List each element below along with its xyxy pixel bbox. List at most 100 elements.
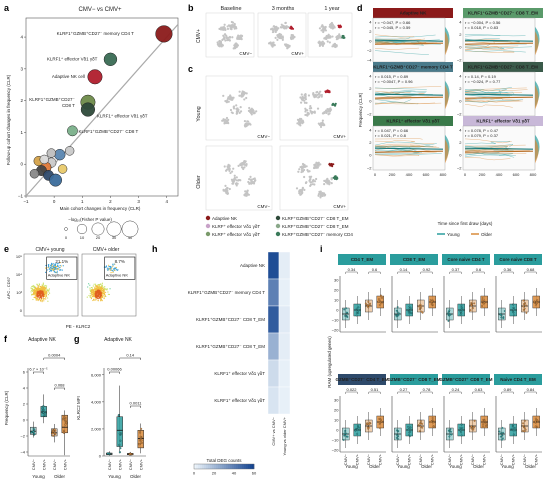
y-tick-label: 4	[20, 35, 23, 40]
y-tick-label: 20	[334, 407, 339, 412]
flow-event	[96, 286, 99, 288]
scatter-point	[57, 164, 68, 174]
point-label: CD8 T	[62, 103, 75, 108]
young-stat: r = 0.047, P = 0.66	[375, 128, 409, 133]
umap-cell	[249, 175, 252, 178]
umap-cell	[316, 163, 319, 166]
flow-event	[108, 268, 110, 270]
box-point	[524, 304, 527, 307]
legend-swatch	[275, 223, 281, 229]
flow-event	[59, 264, 61, 267]
umap-cell	[315, 177, 318, 181]
flow-event	[88, 283, 90, 285]
flow-event	[38, 292, 40, 294]
box-point	[417, 305, 420, 308]
box-point	[429, 299, 432, 301]
panel-b-umaps: b Baseline 3 months 1 year CMV+ CMV− CMV+	[188, 3, 353, 58]
umap-cell	[304, 95, 307, 98]
umap-cell	[314, 94, 318, 97]
group-tick-label: CMV−	[52, 458, 57, 470]
umap-cell	[323, 111, 326, 114]
box-point	[364, 302, 367, 305]
trajectory-x-tick: 200	[479, 172, 486, 177]
trajectory-panel-header	[373, 8, 453, 18]
group-tick-label: CMV+	[511, 453, 516, 465]
ram-panel: Core naive CD8 T 0.36 0.68	[494, 254, 542, 333]
flow-ylabel: APC - CD57	[6, 276, 11, 299]
box-point	[459, 427, 462, 429]
box-point	[503, 310, 506, 312]
umap-cell	[317, 41, 321, 44]
adaptive-nk-gate	[104, 256, 136, 280]
size-legend-value: 10	[80, 235, 85, 240]
umap-cell	[229, 98, 232, 101]
box-point	[523, 303, 525, 306]
donor-trajectory	[464, 94, 511, 97]
umap-cell	[233, 25, 236, 28]
group-tick-label: CMV−	[31, 458, 36, 470]
box-point	[499, 313, 502, 316]
flow-event	[98, 285, 101, 287]
donor-trajectory	[464, 89, 515, 95]
box-point	[140, 439, 143, 442]
flow-event	[104, 286, 106, 288]
flow-event	[114, 268, 116, 270]
box-point	[418, 430, 421, 433]
flow-event	[53, 268, 55, 270]
ram-panel-title: GZMB⁺CD27⁺ CD8 T_EM	[439, 377, 492, 382]
box-point	[499, 435, 502, 438]
umap-cell	[250, 178, 253, 181]
box-point	[54, 432, 57, 435]
trajectory-y-tick: −2	[457, 57, 462, 62]
y-tick-label: 0	[336, 427, 339, 432]
trajectory-y-tick: 4	[459, 19, 462, 24]
y-tick-label: 2	[20, 98, 23, 103]
point-label: Adaptive NK cell	[52, 74, 85, 79]
ram-panel: CD4 T_EM 30 20 10 0 −10 −20 0.34 0.6	[332, 254, 386, 333]
umap-cell	[303, 188, 306, 191]
young-trend-line	[464, 147, 534, 150]
box-point	[380, 420, 383, 423]
flow-event	[37, 296, 39, 299]
box-point	[62, 429, 66, 432]
older-stat: r = −0.045, P = 0.59	[375, 25, 411, 30]
flow-event	[40, 297, 42, 299]
box-point	[472, 426, 475, 429]
flow-y-tick: 10⁴	[16, 272, 22, 277]
umap-cell	[319, 90, 322, 93]
flow-event	[94, 294, 96, 296]
ram-panel: CD8 T_EM 0.14 0.92	[390, 254, 438, 333]
box-point	[525, 312, 528, 314]
flow-event	[43, 300, 45, 302]
colorbar-tick: 60	[252, 471, 257, 476]
panel-letter-e: e	[4, 244, 9, 254]
group-label-young: Young	[449, 464, 462, 469]
flow-event	[107, 291, 109, 293]
panel-h-heatmap: h Adaptive NK KLRF1⁺GZMB⁺CD27⁻ memory CD4…	[152, 244, 291, 476]
flow-event	[33, 294, 35, 296]
y-tick-label: 10	[334, 297, 339, 302]
group-tick-label: CMV−	[107, 458, 112, 470]
umap-cell	[226, 186, 229, 190]
box-point	[345, 315, 348, 317]
box-point	[409, 426, 412, 429]
umap-cell	[322, 42, 326, 45]
flow-event	[37, 298, 39, 300]
donor-trajectory	[374, 141, 431, 146]
donor-trajectory	[374, 34, 415, 38]
flow-event	[57, 267, 59, 270]
trajectory-y-tick: 2	[369, 86, 372, 91]
flow-event	[48, 268, 50, 270]
box-point	[513, 429, 516, 432]
umap-cell	[223, 165, 226, 168]
y-tick-label: −10	[332, 317, 340, 322]
umap-cell	[323, 183, 326, 186]
flow-event	[37, 290, 39, 292]
point-label: KLRF1⁺ effector Vδ1 γδT	[97, 114, 148, 119]
umap-cell	[240, 34, 244, 38]
ram-panel-header	[338, 254, 386, 265]
box-point	[523, 307, 526, 310]
colorbar-step	[234, 464, 237, 469]
umap-cell	[243, 119, 247, 123]
